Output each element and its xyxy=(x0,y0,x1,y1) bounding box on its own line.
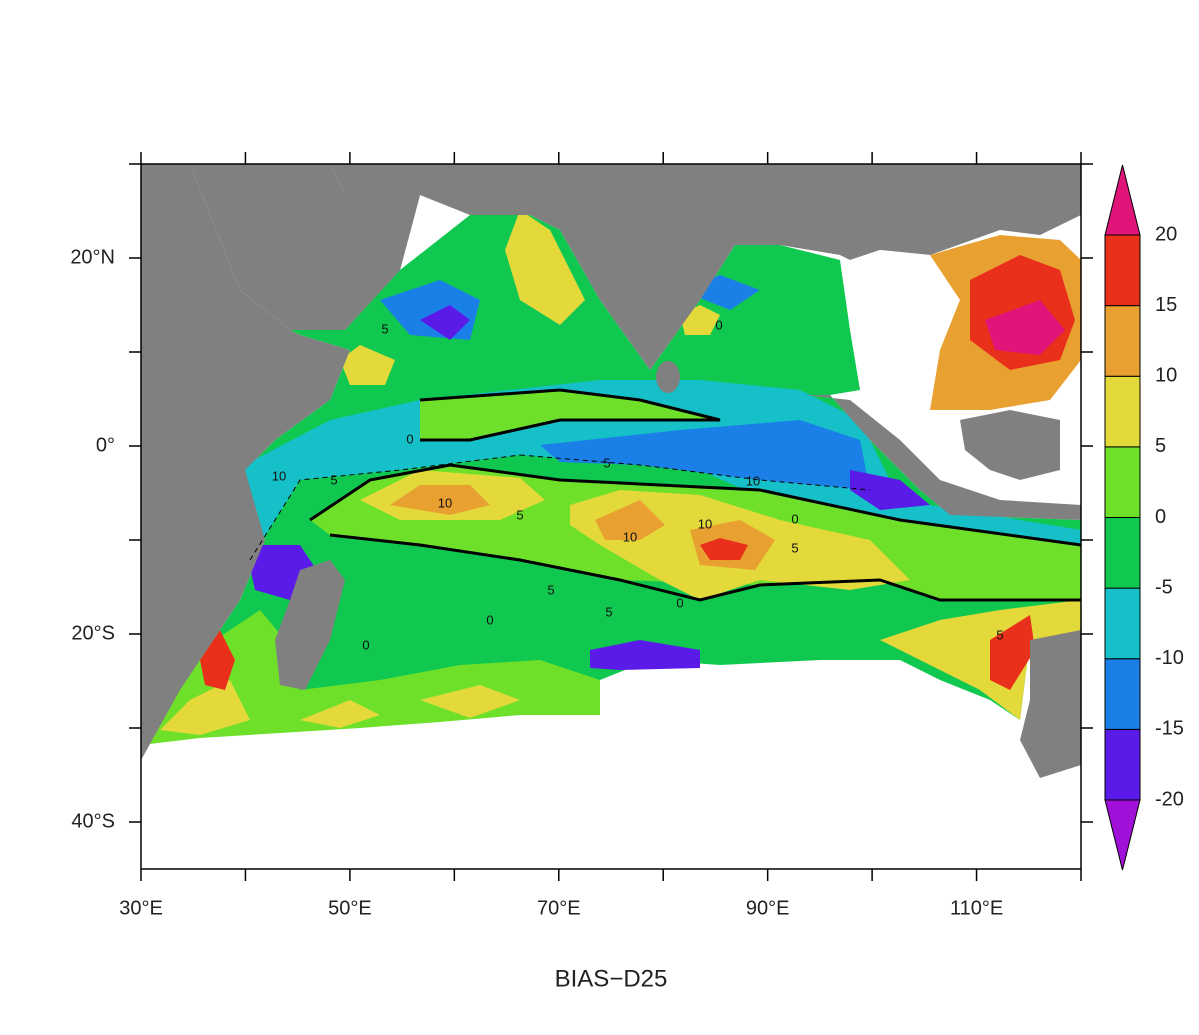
contour-label: 0 xyxy=(791,511,798,526)
colorbar-box xyxy=(1104,234,1141,307)
colorbar-label: 5 xyxy=(1155,435,1166,457)
colorbar-label: 20 xyxy=(1155,223,1177,245)
x-tick-label: 90°E xyxy=(746,897,790,919)
contour-label: 0 xyxy=(362,637,369,652)
colorbar-low-triangle xyxy=(1104,799,1141,871)
contour-label: 5 xyxy=(603,455,610,470)
colorbar-box xyxy=(1104,517,1141,589)
y-tick-label: 0° xyxy=(96,434,115,456)
y-tick-label: 20°N xyxy=(70,246,115,268)
contour-label: 10 xyxy=(438,495,452,510)
x-tick-label: 30°E xyxy=(119,897,163,919)
contour-label: 5 xyxy=(996,627,1003,642)
colorbar-box xyxy=(1104,375,1141,448)
map-fill xyxy=(141,164,1081,869)
contour-label: 10 xyxy=(623,529,637,544)
colorbar-label: 0 xyxy=(1155,506,1166,528)
map-title: BIAS−D25 xyxy=(555,965,668,992)
contour-label: 0 xyxy=(676,595,683,610)
colorbar-high-triangle xyxy=(1104,164,1141,236)
plot-frame xyxy=(140,163,1082,870)
colorbar-label: -10 xyxy=(1155,647,1184,669)
colorbar-label: -20 xyxy=(1155,788,1184,810)
colorbar-box xyxy=(1104,305,1141,377)
colorbar-box xyxy=(1104,658,1141,730)
contour-label: 5 xyxy=(381,321,388,336)
colorbar-label: -5 xyxy=(1155,576,1173,598)
x-tick-label: 70°E xyxy=(537,897,581,919)
contour-label: 5 xyxy=(791,540,798,555)
x-tick-label: 110°E xyxy=(950,897,1003,919)
contour-label: 0 xyxy=(486,612,493,627)
colorbar-box xyxy=(1104,728,1141,801)
colorbar-label: -15 xyxy=(1155,718,1184,740)
contour-label: 0 xyxy=(406,431,413,446)
contour-label: 0 xyxy=(715,317,722,332)
contour-label: 10 xyxy=(746,473,760,488)
contour-label: 5 xyxy=(330,472,337,487)
colorbar-label: 10 xyxy=(1155,365,1177,387)
contour-label: 5 xyxy=(605,604,612,619)
contour-label: 5 xyxy=(516,507,523,522)
colorbar-box xyxy=(1104,446,1141,518)
y-tick-label: 20°S xyxy=(71,622,115,644)
annotation-layer: 30°E 50°E 70°E 90°E 110°E 20°N 0° 20°S 40°S -20 -1… xyxy=(70,152,1184,919)
x-tick-label: 50°E xyxy=(328,897,372,919)
y-tick-label: 40°S xyxy=(71,810,115,832)
colorbar-box xyxy=(1104,587,1141,660)
contour-label: 5 xyxy=(547,582,554,597)
colorbar-label: 15 xyxy=(1155,294,1177,316)
contour-label: 10 xyxy=(272,468,286,483)
contour-label: 10 xyxy=(698,516,712,531)
